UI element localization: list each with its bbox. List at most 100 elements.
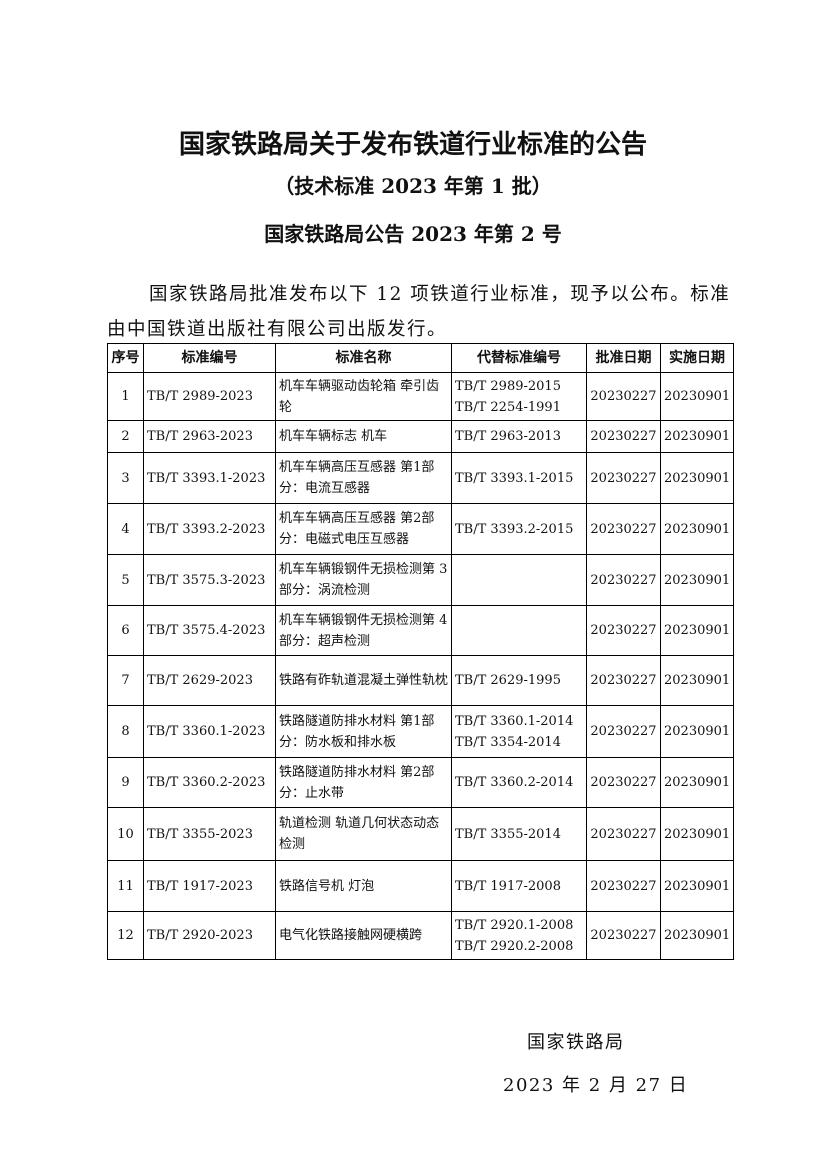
replaced-standards: TB/T 3393.2-2015 [451, 503, 587, 555]
approval-date: 20230227 [586, 655, 661, 706]
effective-date: 20230901 [660, 911, 734, 960]
intro-paragraph: 国家铁路局批准发布以下 12 项铁道行业标准，现予以公布。标准由中国铁道出版社有… [107, 284, 731, 340]
row-number: 5 [107, 554, 144, 606]
replaced-standards [451, 554, 587, 606]
replaced-standard-code: TB/T 3360.1-2014 [455, 713, 574, 729]
column-header: 标准名称 [275, 343, 452, 373]
effective-date: 20230901 [660, 807, 734, 861]
standard-name: 铁路有砟轨道混凝土弹性轨枕 [275, 655, 452, 706]
table-row: 10 TB/T 3355-2023 轨道检测 轨道几何状态动态检测 TB/T 3355… [107, 807, 734, 861]
effective-date: 20230901 [660, 503, 734, 555]
approval-date: 20230227 [586, 372, 661, 421]
replaced-standards: TB/T 1917-2008 [451, 860, 587, 912]
approval-date: 20230227 [586, 807, 661, 861]
approval-date: 20230227 [586, 420, 661, 453]
table-row: 6 TB/T 3575.4-2023 机车车辆锻钢件无损检测第 4 部分：超声检测 2… [107, 605, 734, 656]
table-row: 4 TB/T 3393.2-2023 机车车辆高压互感器 第2部分：电磁式电压互感器… [107, 503, 734, 555]
row-number: 10 [107, 807, 144, 861]
standard-name: 电气化铁路接触网硬横跨 [275, 911, 452, 960]
replaced-standard-code: TB/T 3360.2-2014 [455, 775, 574, 790]
standard-name: 机车车辆高压互感器 第2部分：电磁式电压互感器 [275, 503, 452, 555]
approval-date: 20230227 [586, 860, 661, 912]
row-number: 7 [107, 655, 144, 706]
column-header: 批准日期 [586, 343, 661, 373]
effective-date: 20230901 [660, 554, 734, 606]
issue-date: 2023 年 2 月 27 日 [503, 1075, 689, 1096]
replaced-standards: TB/T 2629-1995 [451, 655, 587, 706]
row-number: 1 [107, 372, 144, 421]
table-row: 12 TB/T 2920-2023 电气化铁路接触网硬横跨 TB/T 2920.1-2… [107, 911, 734, 960]
standard-name: 机车车辆标志 机车 [275, 420, 452, 453]
standard-name: 机车车辆锻钢件无损检测第 3 部分：涡流检测 [275, 554, 452, 606]
standards-table: 序号 标准编号 标准名称 代替标准编号 批准日期 实施日期 1 TB/T 2989-2023… [107, 343, 734, 960]
table-row: 11 TB/T 1917-2023 铁路信号机 灯泡 TB/T 1917-2008 20… [107, 860, 734, 912]
standard-name: 铁路隧道防排水材料 第2部分：止水带 [275, 757, 452, 808]
standard-code: TB/T 1917-2023 [143, 860, 276, 912]
standard-code: TB/T 3393.2-2023 [143, 503, 276, 555]
replaced-standards: TB/T 3360.1-2014 TB/T 3354-2014 [451, 705, 587, 758]
replaced-standards: TB/T 3360.2-2014 [451, 757, 587, 808]
row-number: 11 [107, 860, 144, 912]
standard-name: 铁路信号机 灯泡 [275, 860, 452, 912]
row-number: 4 [107, 503, 144, 555]
standard-name: 机车车辆高压互感器 第1部分：电流互感器 [275, 452, 452, 504]
column-header: 代替标准编号 [451, 343, 587, 373]
table-row: 3 TB/T 3393.1-2023 机车车辆高压互感器 第1部分：电流互感器 TB/… [107, 452, 734, 504]
table-row: 8 TB/T 3360.1-2023 铁路隧道防排水材料 第1部分：防水板和排水板 T… [107, 705, 734, 758]
effective-date: 20230901 [660, 860, 734, 912]
row-number: 3 [107, 452, 144, 504]
standard-code: TB/T 2920-2023 [143, 911, 276, 960]
effective-date: 20230901 [660, 705, 734, 758]
standard-code: TB/T 3575.4-2023 [143, 605, 276, 656]
row-number: 2 [107, 420, 144, 453]
replaced-standard-code: TB/T 2629-1995 [455, 673, 561, 688]
approval-date: 20230227 [586, 503, 661, 555]
standard-code: TB/T 2629-2023 [143, 655, 276, 706]
row-number: 6 [107, 605, 144, 656]
replaced-standard-code: TB/T 3393.1-2015 [455, 470, 574, 486]
replaced-standard-code: TB/T 2989-2015 [455, 378, 561, 394]
effective-date: 20230901 [660, 452, 734, 504]
replaced-standard-code: TB/T 3393.2-2015 [455, 521, 574, 537]
approval-date: 20230227 [586, 911, 661, 960]
approval-date: 20230227 [586, 554, 661, 606]
replaced-standard-code: TB/T 3354-2014 [455, 734, 561, 750]
effective-date: 20230901 [660, 372, 734, 421]
approval-date: 20230227 [586, 605, 661, 656]
row-number: 12 [107, 911, 144, 960]
replaced-standard-code: TB/T 1917-2008 [455, 878, 561, 894]
notice-number: 国家铁路局公告 2023 年第 2 号 [264, 222, 562, 246]
replaced-standards: TB/T 3355-2014 [451, 807, 587, 861]
standard-code: TB/T 2989-2023 [143, 372, 276, 421]
approval-date: 20230227 [586, 705, 661, 758]
replaced-standard-code: TB/T 2920.2-2008 [455, 938, 574, 954]
replaced-standard-code: TB/T 2254-1991 [455, 399, 561, 415]
standard-code: TB/T 3360.1-2023 [143, 705, 276, 758]
standard-code: TB/T 3575.3-2023 [143, 554, 276, 606]
issuer-signature: 国家铁路局 [527, 1032, 625, 1053]
replaced-standard-code: TB/T 2963-2013 [455, 429, 561, 444]
standard-code: TB/T 3355-2023 [143, 807, 276, 861]
table-row: 7 TB/T 2629-2023 铁路有砟轨道混凝土弹性轨枕 TB/T 2629-19… [107, 655, 734, 706]
standard-name: 机车车辆锻钢件无损检测第 4 部分：超声检测 [275, 605, 452, 656]
approval-date: 20230227 [586, 757, 661, 808]
standard-code: TB/T 2963-2023 [143, 420, 276, 453]
table-row: 5 TB/T 3575.3-2023 机车车辆锻钢件无损检测第 3 部分：涡流检测 2… [107, 554, 734, 606]
table-row: 9 TB/T 3360.2-2023 铁路隧道防排水材料 第2部分：止水带 TB/T … [107, 757, 734, 808]
row-number: 8 [107, 705, 144, 758]
row-number: 9 [107, 757, 144, 808]
effective-date: 20230901 [660, 655, 734, 706]
replaced-standards: TB/T 3393.1-2015 [451, 452, 587, 504]
standard-name: 机车车辆驱动齿轮箱 牵引齿轮 [275, 372, 452, 421]
replaced-standard-code: TB/T 3355-2014 [455, 826, 561, 842]
column-header: 标准编号 [143, 343, 276, 373]
document-title: 国家铁路局关于发布铁道行业标准的公告 [178, 130, 647, 160]
replaced-standards: TB/T 2989-2015 TB/T 2254-1991 [451, 372, 587, 421]
effective-date: 20230901 [660, 757, 734, 808]
standard-code: TB/T 3393.1-2023 [143, 452, 276, 504]
standard-code: TB/T 3360.2-2023 [143, 757, 276, 808]
column-header: 序号 [107, 343, 144, 373]
replaced-standards: TB/T 2963-2013 [451, 420, 587, 453]
table-row: 1 TB/T 2989-2023 机车车辆驱动齿轮箱 牵引齿轮 TB/T 2989-2… [107, 372, 734, 421]
approval-date: 20230227 [586, 452, 661, 504]
